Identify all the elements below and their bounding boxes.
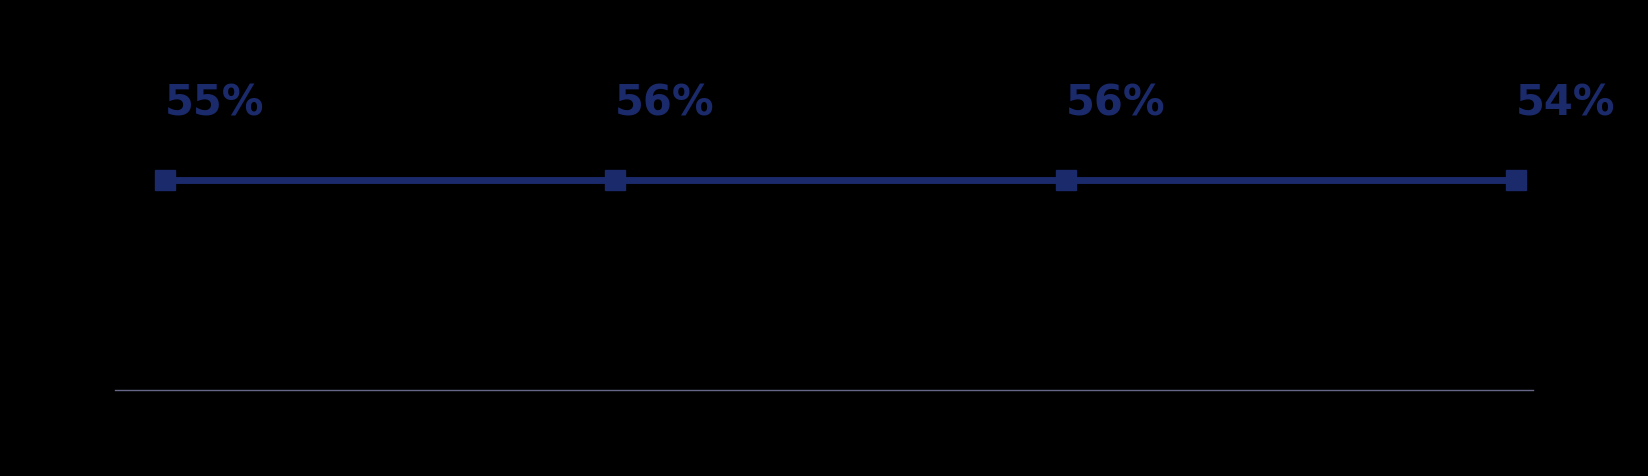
Text: 56%: 56%: [615, 82, 715, 124]
Text: 56%: 56%: [1066, 82, 1165, 124]
Text: 55%: 55%: [165, 82, 264, 124]
Text: 54%: 54%: [1516, 82, 1615, 124]
